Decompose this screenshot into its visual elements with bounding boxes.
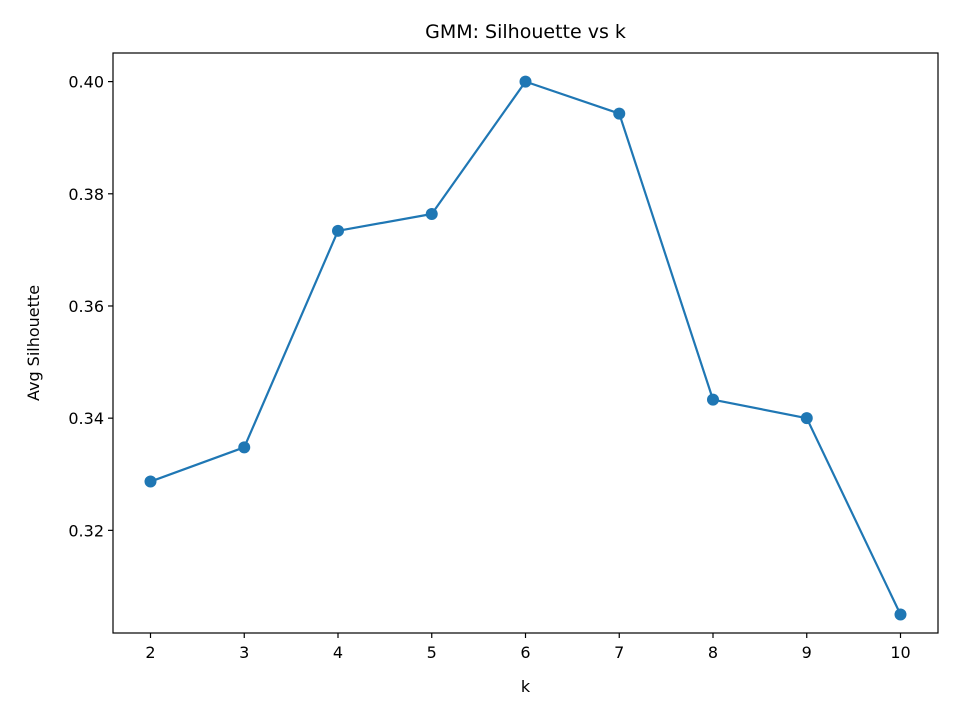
x-tick-label: 9 (802, 643, 812, 662)
x-tick-label: 5 (427, 643, 437, 662)
x-tick-label: 8 (708, 643, 718, 662)
axes-frame (112, 52, 939, 634)
data-point (238, 441, 251, 454)
data-point (519, 75, 532, 88)
y-tick-label: 0.34 (68, 409, 104, 428)
data-point (707, 393, 719, 406)
x-tick-label: 3 (239, 643, 249, 662)
y-tick-label: 0.38 (68, 185, 104, 204)
series-line (150, 80, 902, 615)
plot-area: 2 3 4 5 6 7 8 9 10 0.32 0.34 0.36 0.38 0.40 (68, 52, 939, 662)
y-tick-label: 0.32 (68, 521, 104, 540)
x-tick-label: 2 (145, 643, 155, 662)
y-tick-label: 0.40 (68, 73, 104, 92)
x-axis-label: k (521, 677, 531, 696)
x-tick-label: 6 (520, 643, 530, 662)
x-tick-label: 10 (890, 643, 910, 662)
x-tick-label: 7 (614, 643, 624, 662)
data-point (613, 107, 626, 120)
data-point (894, 608, 907, 621)
data-point (800, 412, 813, 425)
chart-title: GMM: Silhouette vs k (425, 21, 626, 43)
data-point (144, 475, 157, 488)
data-point (425, 207, 438, 220)
y-axis-label: Avg Silhouette (24, 285, 43, 401)
x-tick-label: 4 (333, 643, 343, 662)
data-point (332, 224, 344, 237)
y-tick-label: 0.36 (68, 297, 104, 316)
